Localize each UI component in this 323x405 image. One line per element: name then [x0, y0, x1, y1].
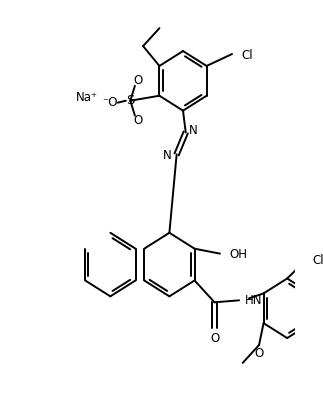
Text: N: N — [162, 149, 171, 162]
Text: O: O — [133, 75, 142, 87]
Text: N: N — [189, 124, 198, 137]
Text: S: S — [126, 94, 135, 107]
Text: OH: OH — [229, 248, 247, 261]
Text: O: O — [210, 332, 219, 345]
Text: Cl: Cl — [313, 254, 323, 267]
Text: HN: HN — [245, 294, 262, 307]
Text: ⁻O: ⁻O — [103, 96, 118, 109]
Text: Cl: Cl — [241, 49, 253, 62]
Text: O: O — [133, 114, 142, 127]
Text: O: O — [255, 347, 264, 360]
Text: Na⁺: Na⁺ — [76, 91, 98, 104]
